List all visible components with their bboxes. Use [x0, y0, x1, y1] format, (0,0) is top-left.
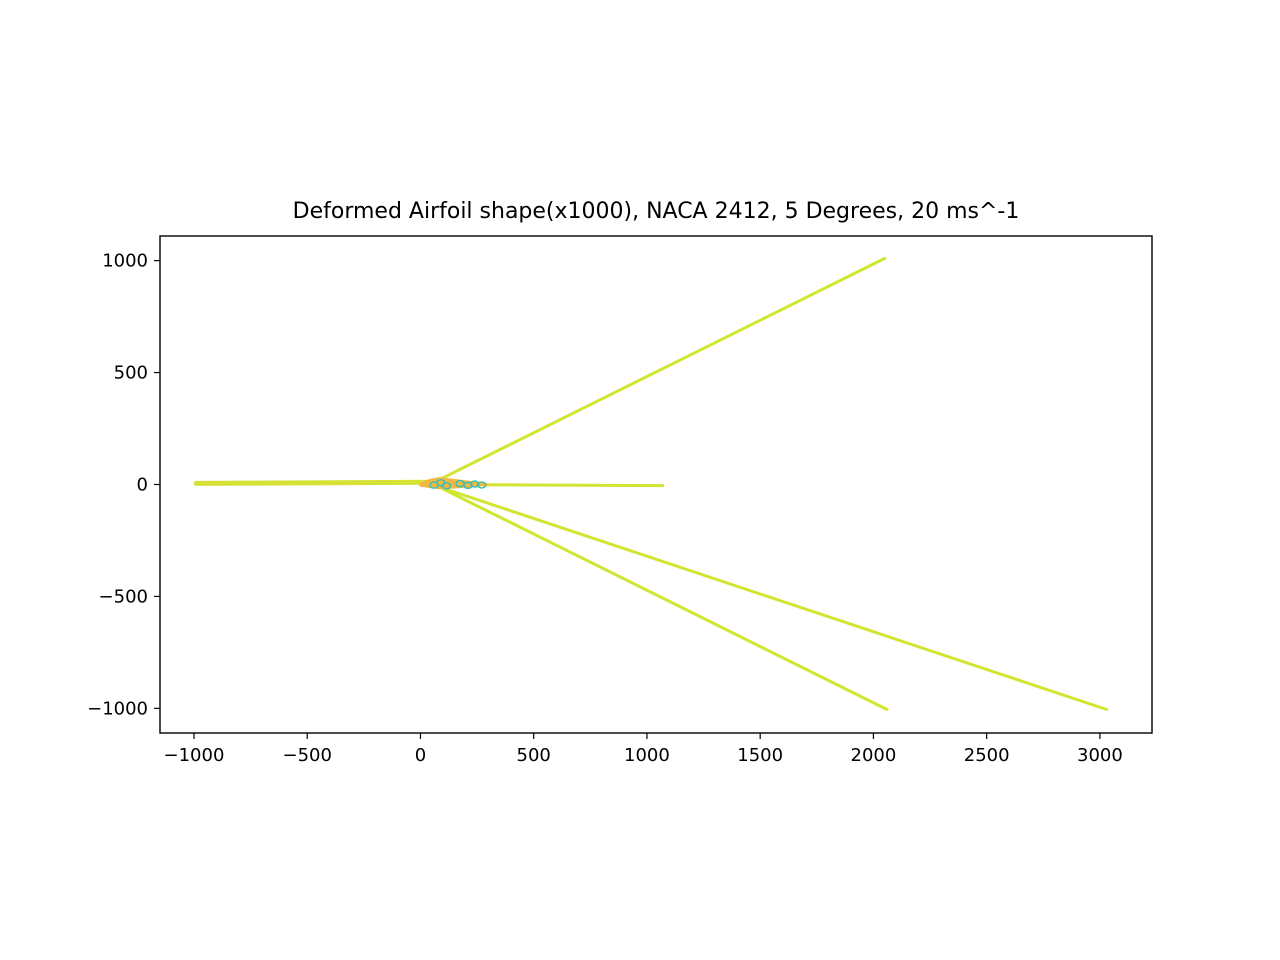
- axes-frame: [159, 235, 1153, 734]
- airfoil-detail-marker: [463, 481, 473, 490]
- x-tick-label: 500: [517, 745, 551, 766]
- plot-area: [193, 256, 1109, 711]
- x-tick-label: 3000: [1077, 745, 1123, 766]
- x-tick-label: 2000: [851, 745, 897, 766]
- chart-title: Deformed Airfoil shape(x1000), NACA 2412…: [293, 199, 1020, 224]
- axis-ticks: −1000 −500 0 500 1000 1500 2000 2500 3000 −1000 −5…: [87, 251, 1123, 766]
- x-tick-label: −500: [282, 745, 331, 766]
- airfoil-detail-marker: [441, 482, 452, 490]
- airfoil-detail-marker: [470, 480, 480, 488]
- y-tick-label: −500: [99, 586, 148, 607]
- airfoil-detail-marker: [476, 481, 487, 489]
- y-tick-label: 0: [137, 475, 148, 496]
- series-line: [437, 485, 889, 711]
- x-tick-label: 0: [415, 745, 426, 766]
- x-tick-label: 2500: [964, 745, 1010, 766]
- x-tick-label: 1000: [624, 745, 670, 766]
- y-tick-label: 1000: [102, 251, 148, 272]
- y-tick-label: 500: [114, 363, 148, 384]
- series-line: [437, 485, 1109, 711]
- series-line: [437, 256, 887, 482]
- y-tick-label: −1000: [87, 698, 148, 719]
- x-tick-label: −1000: [164, 745, 225, 766]
- series-line: [193, 479, 442, 486]
- x-tick-label: 1500: [737, 745, 783, 766]
